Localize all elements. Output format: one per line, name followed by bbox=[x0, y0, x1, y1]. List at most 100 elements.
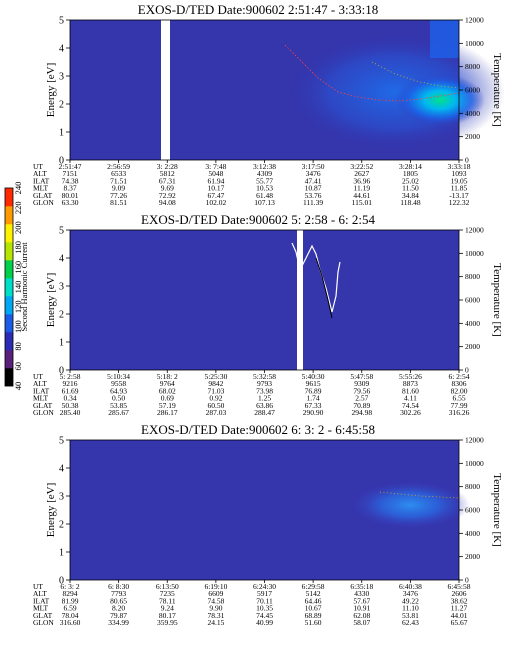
temperature-tick-label: 0 bbox=[465, 366, 469, 375]
temperature-tick-label: 6000 bbox=[465, 86, 480, 95]
orbit-value: 79.56 bbox=[353, 386, 370, 395]
colorbar-tick-label: 140 bbox=[13, 281, 23, 294]
colorbar-frame bbox=[4, 187, 14, 387]
axis-row-label: ILAT bbox=[33, 596, 50, 605]
orbit-value: 9764 bbox=[160, 379, 175, 388]
axis-row-label: UT bbox=[33, 582, 43, 591]
temperature-tick-label: 12000 bbox=[465, 16, 484, 25]
orbit-value: 111.39 bbox=[303, 198, 323, 207]
panel-2-spike-dark bbox=[315, 257, 333, 319]
orbit-value: 0.50 bbox=[112, 394, 125, 403]
orbit-value: 316.26 bbox=[449, 408, 470, 417]
colorbar-tick-label: 100 bbox=[13, 320, 23, 333]
ut-value: 2:56:59 bbox=[107, 162, 130, 171]
orbit-value: 4309 bbox=[257, 169, 272, 178]
panel-2-plot-area bbox=[69, 229, 460, 371]
orbit-value: 6533 bbox=[111, 169, 126, 178]
colorbar: 40 60 80 100 120 140 160 180 200 220 240 Second Ha… bbox=[4, 182, 29, 391]
orbit-value: 58.07 bbox=[353, 618, 370, 627]
axis-row-label: ALT bbox=[33, 169, 47, 178]
orbit-value: 6.59 bbox=[63, 604, 76, 613]
orbit-value: 64.93 bbox=[110, 386, 127, 395]
energy-tick-label: 2 bbox=[59, 100, 64, 111]
temperature-tick-label: 2000 bbox=[465, 132, 480, 141]
orbit-value: 62.43 bbox=[402, 618, 419, 627]
orbit-value: 5142 bbox=[306, 589, 321, 598]
axis-row-label: GLAT bbox=[33, 191, 53, 200]
orbit-value: 24.15 bbox=[207, 618, 224, 627]
panel-1-energy-ticks: 0 1 2 3 4 5 bbox=[59, 16, 70, 167]
orbit-value: 70.89 bbox=[353, 401, 370, 410]
colorbar-swatch bbox=[5, 314, 13, 333]
panel-1-data-gap bbox=[161, 20, 170, 160]
colorbar-swatch bbox=[5, 224, 13, 243]
ut-value: 3:12:38 bbox=[253, 162, 276, 171]
axis-row-label: GLON bbox=[33, 198, 54, 207]
panel-2-title: EXOS-D/TED Date:900602 5: 2:58 - 6: 2:54 bbox=[141, 212, 375, 227]
orbit-value: 0.34 bbox=[63, 394, 76, 403]
temperature-tick-label: 10000 bbox=[465, 39, 484, 48]
ut-value: 6:45:58 bbox=[448, 582, 471, 591]
axis-row-label: ALT bbox=[33, 379, 47, 388]
orbit-value: 11.27 bbox=[451, 604, 468, 613]
temperature-tick-label: 4000 bbox=[465, 109, 480, 118]
colorbar-swatch bbox=[5, 296, 13, 315]
colorbar-tick-label: 40 bbox=[13, 382, 23, 391]
orbit-value: 2606 bbox=[452, 589, 467, 598]
orbit-value: 74.38 bbox=[62, 176, 79, 185]
axis-row-label: UT bbox=[33, 162, 43, 171]
orbit-value: 122.32 bbox=[449, 198, 470, 207]
orbit-value: 9.69 bbox=[161, 184, 174, 193]
orbit-value: 57.19 bbox=[159, 401, 176, 410]
temperature-tick-label: 8000 bbox=[465, 482, 480, 491]
ut-value: 6:19:10 bbox=[204, 582, 227, 591]
temperature-tick-label: 2000 bbox=[465, 552, 480, 561]
ut-value: 5:40:30 bbox=[302, 372, 325, 381]
orbit-value: 3476 bbox=[306, 169, 321, 178]
orbit-value: 80.01 bbox=[62, 191, 79, 200]
axis-row-label: GLAT bbox=[33, 401, 53, 410]
axis-row-label: MLT bbox=[33, 604, 49, 613]
energy-tick-label: 2 bbox=[59, 520, 64, 531]
orbit-value: 74.45 bbox=[256, 611, 273, 620]
orbit-value: 4.11 bbox=[404, 394, 417, 403]
orbit-value: 65.67 bbox=[451, 618, 468, 627]
energy-tick-label: 5 bbox=[59, 436, 64, 447]
axis-row-label: GLAT bbox=[33, 611, 53, 620]
orbit-value: 68.89 bbox=[305, 611, 322, 620]
orbit-value: 7151 bbox=[63, 169, 78, 178]
orbit-value: 36.96 bbox=[353, 176, 370, 185]
colorbar-ticks: 40 60 80 100 120 140 160 180 200 220 240 bbox=[13, 182, 23, 391]
orbit-value: 81.60 bbox=[402, 386, 419, 395]
ut-value: 6:40:38 bbox=[399, 582, 422, 591]
colorbar-swatch bbox=[5, 206, 13, 225]
orbit-value: 1.25 bbox=[258, 394, 271, 403]
ut-value: 6:29:58 bbox=[302, 582, 325, 591]
colorbar-swatch bbox=[5, 350, 13, 369]
orbit-value: 70.11 bbox=[256, 596, 273, 605]
temperature-tick-label: 10000 bbox=[465, 249, 484, 258]
temperature-tick-label: 4000 bbox=[465, 529, 480, 538]
energy-tick-label: 1 bbox=[59, 548, 64, 559]
orbit-value: 285.40 bbox=[60, 408, 81, 417]
panel-3: EXOS-D/TED Date:900602 6: 3: 2 - 6:45:58… bbox=[33, 422, 503, 627]
orbit-value: 302.26 bbox=[400, 408, 421, 417]
axis-row-label: GLON bbox=[33, 408, 54, 417]
colorbar-swatch bbox=[5, 278, 13, 297]
ut-value: 6:13:50 bbox=[156, 582, 179, 591]
orbit-value: 78.11 bbox=[159, 596, 176, 605]
orbit-value: 11.85 bbox=[451, 184, 468, 193]
orbit-value: 44.61 bbox=[353, 191, 370, 200]
axis-row-label: ILAT bbox=[33, 176, 50, 185]
temperature-tick-label: 0 bbox=[465, 576, 469, 585]
temperature-tick-label: 2000 bbox=[465, 342, 480, 351]
orbit-value: 4330 bbox=[354, 589, 369, 598]
axis-row-label: ILAT bbox=[33, 386, 50, 395]
ut-value: 6:24:30 bbox=[253, 582, 276, 591]
temperature-tick-label: 0 bbox=[465, 156, 469, 165]
orbit-value: 53.76 bbox=[305, 191, 322, 200]
panel-2-temperature-label: Temperature [K] bbox=[491, 263, 503, 336]
colorbar-tick-label: 80 bbox=[13, 342, 23, 351]
orbit-value: 3476 bbox=[403, 589, 418, 598]
